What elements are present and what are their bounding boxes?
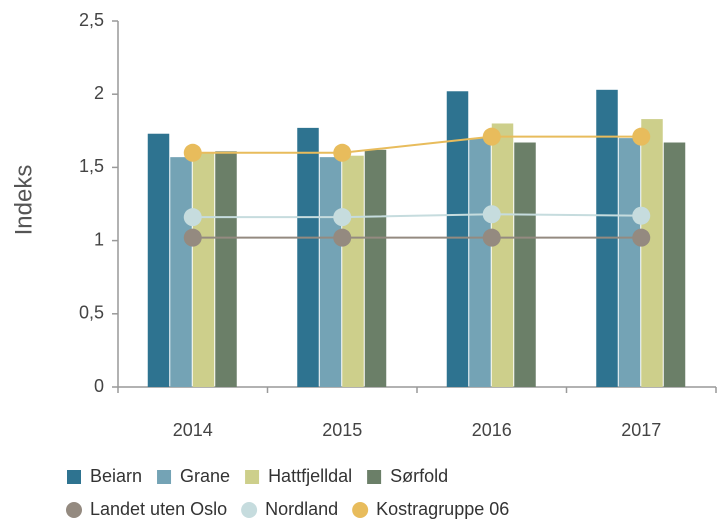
y-tick-label: 2,5 — [79, 10, 104, 30]
legend-label: Nordland — [265, 499, 338, 519]
line — [192, 135, 642, 154]
line-point — [482, 228, 501, 247]
bar — [618, 138, 641, 387]
x-tick-label: 2017 — [621, 420, 661, 440]
legend-item: Kostragruppe 06 — [352, 499, 509, 519]
x-tick-label: 2015 — [322, 420, 362, 440]
legend-item: Hattfjelldal — [245, 466, 352, 486]
bar — [469, 138, 491, 387]
line-point — [632, 127, 651, 146]
legend-label: Landet uten Oslo — [90, 499, 227, 519]
y-axis-label: Indeks — [10, 165, 37, 236]
bar — [491, 123, 514, 387]
bar — [663, 142, 686, 387]
line-point — [632, 206, 651, 225]
bar — [514, 142, 536, 387]
line — [192, 213, 642, 219]
bar — [215, 151, 237, 387]
bar — [342, 155, 364, 387]
line-point — [632, 228, 651, 247]
legend-marker — [367, 470, 382, 484]
legend-marker — [352, 502, 369, 518]
line-point — [183, 208, 202, 227]
line-point — [333, 208, 352, 227]
y-tick-label: 0,5 — [79, 303, 104, 323]
bar — [446, 91, 469, 387]
bar — [641, 119, 663, 387]
line-point — [482, 127, 501, 146]
y-tick-label: 1 — [94, 229, 104, 249]
bar — [170, 157, 192, 387]
line-point — [482, 205, 501, 224]
legend-label: Kostragruppe 06 — [376, 499, 509, 519]
legend-item: Beiarn — [67, 466, 142, 486]
bar — [319, 157, 342, 387]
bar — [147, 133, 170, 387]
bar — [297, 127, 319, 387]
bar — [364, 149, 387, 387]
line-point — [333, 228, 352, 247]
legend-marker — [66, 502, 82, 518]
legend-marker — [245, 470, 260, 484]
legend-item: Nordland — [241, 499, 338, 519]
legend-marker — [67, 470, 81, 484]
legend-label: Beiarn — [90, 466, 142, 486]
line-point — [183, 228, 202, 247]
line-point — [183, 143, 202, 162]
y-tick-label: 0 — [94, 376, 104, 396]
legend-label: Grane — [180, 466, 230, 486]
legend-label: Sørfold — [390, 466, 448, 486]
y-tick-label: 1,5 — [79, 156, 104, 176]
legend-item: Grane — [157, 466, 230, 486]
bar — [192, 152, 215, 387]
line-point — [333, 143, 352, 162]
y-tick-label: 2 — [94, 83, 104, 103]
legend-item: Landet uten Oslo — [66, 499, 227, 519]
legend-label: Hattfjelldal — [268, 466, 352, 486]
legend-item: Sørfold — [367, 466, 448, 486]
legend-marker — [157, 470, 172, 484]
x-tick-label: 2016 — [472, 420, 512, 440]
x-tick-label: 2014 — [173, 420, 213, 440]
legend-marker — [241, 502, 258, 518]
